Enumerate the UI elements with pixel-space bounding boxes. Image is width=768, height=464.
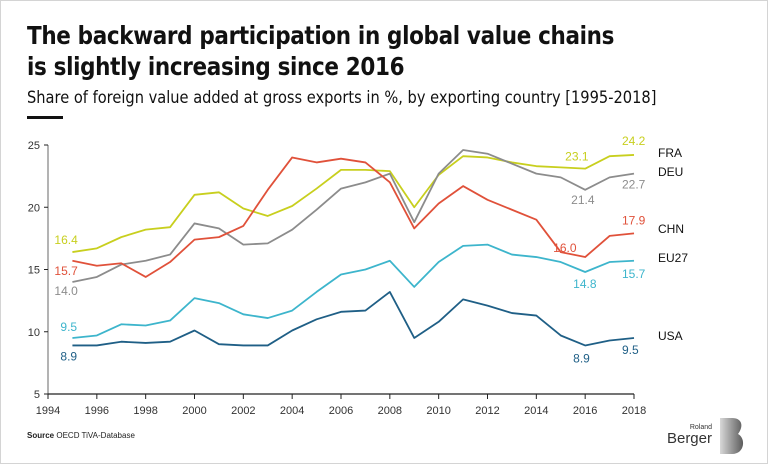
y-tick-label: 15: [28, 265, 40, 277]
legend-label-fra: FRA: [658, 146, 682, 160]
x-tick-label: 2000: [182, 405, 206, 417]
data-label-deu: 22.7: [622, 178, 646, 192]
data-label-usa: 9.5: [622, 343, 639, 357]
legend-label-deu: DEU: [658, 165, 683, 179]
legend-label-eu27: EU27: [658, 251, 688, 265]
data-label-fra: 16.4: [54, 233, 78, 247]
data-label-usa: 8.9: [60, 349, 77, 363]
data-label-deu: 21.4: [571, 193, 595, 207]
data-label-fra: 24.2: [622, 134, 646, 148]
chart-title-line-1: The backward participation in global val…: [27, 21, 615, 50]
data-label-chn: 15.7: [54, 264, 78, 278]
x-tick-label: 2006: [329, 405, 353, 417]
series-line-deu: [72, 149, 635, 283]
source-label: Source: [27, 431, 55, 440]
data-label-eu27: 15.7: [622, 267, 646, 281]
source-text: OECD TiVA-Database: [56, 431, 135, 440]
chart-title-line-2: is slightly increasing since 2016: [27, 52, 405, 81]
data-labels: 16.4 23.1 24.2 FRA 14.0 21.4 22.7 DEU 15.7 16.0 17…: [54, 134, 688, 365]
axes: 5 10 15 20 25 1994 1996 1998 2000 2002 2004 2006 200…: [28, 140, 646, 417]
data-label-eu27: 9.5: [60, 320, 77, 334]
series-line-fra: [72, 154, 635, 253]
x-tick-label: 2002: [231, 405, 255, 417]
title-underline: [27, 116, 63, 119]
chart-subtitle: Share of foreign value added at gross ex…: [27, 88, 657, 108]
series-line-chn: [72, 156, 635, 278]
y-tick-label: 10: [28, 327, 40, 339]
y-tick-label: 20: [28, 202, 40, 214]
source-note: Source OECD TiVA-Database: [27, 431, 135, 440]
data-label-eu27: 14.8: [573, 277, 597, 291]
x-tick-label: 2014: [524, 405, 548, 417]
x-tick-label: 1996: [85, 405, 109, 417]
x-tick-label: 2010: [426, 405, 450, 417]
legend-label-usa: USA: [658, 329, 683, 343]
y-tick-label: 25: [28, 140, 40, 152]
legend-label-chn: CHN: [658, 222, 684, 236]
data-label-usa: 8.9: [573, 351, 590, 365]
series-line-eu27: [72, 243, 635, 339]
x-tick-label: 1994: [36, 405, 60, 417]
x-tick-label: 2018: [622, 405, 646, 417]
logo-roland-text: Roland: [689, 424, 712, 431]
x-tick-label: 1998: [133, 405, 157, 417]
series-line-usa: [72, 291, 635, 347]
x-tick-label: 2016: [573, 405, 597, 417]
data-label-chn: 17.9: [622, 213, 646, 227]
data-label-fra: 23.1: [565, 150, 589, 164]
chart-title: The backward participation in global val…: [27, 20, 646, 82]
series-lines: [72, 149, 635, 347]
logo-b-icon: [720, 418, 744, 454]
x-tick-label: 2004: [280, 405, 304, 417]
data-label-deu: 14.0: [54, 284, 78, 298]
x-tick-label: 2012: [475, 405, 499, 417]
y-tick-label: 5: [34, 389, 40, 401]
logo-berger-text: Berger: [666, 430, 712, 447]
data-label-chn: 16.0: [553, 241, 577, 255]
x-tick-label: 2008: [378, 405, 402, 417]
roland-berger-logo: Roland Berger: [667, 418, 752, 458]
